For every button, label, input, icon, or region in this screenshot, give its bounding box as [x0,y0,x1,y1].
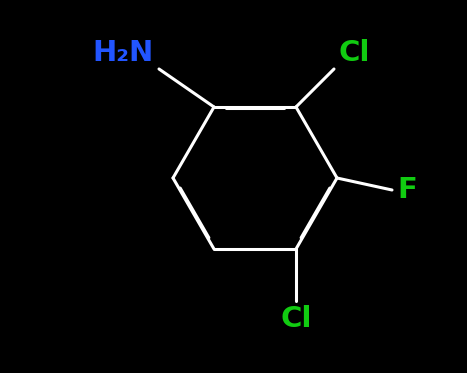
Text: Cl: Cl [338,39,369,67]
Text: Cl: Cl [280,305,312,333]
Text: H₂N: H₂N [93,39,154,67]
Text: F: F [397,176,417,204]
